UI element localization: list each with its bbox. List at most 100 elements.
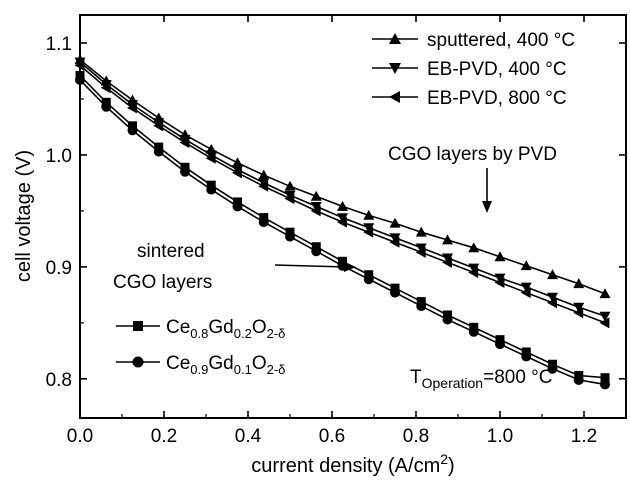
legend-label-ce08: Ce0.8Gd0.2O2-δ [166,317,285,341]
circle-marker [468,326,479,337]
triangle-left-marker [153,120,164,132]
circle-marker [416,301,427,312]
triangle-down-marker [573,302,585,313]
x-tick-label: 0.8 [403,426,429,447]
legend-bottom: Ce0.8Gd0.2O2-δ Ce0.9Gd0.1O2-δ [116,317,285,377]
y-tick-label: 0.8 [46,370,72,391]
triangle-down-marker [389,233,401,244]
triangle-left-marker [363,226,374,238]
circle-marker [180,166,190,177]
legend-top: sputtered, 400 °C EB-PVD, 400 °C EB-PVD,… [372,30,575,109]
triangle-down-marker [599,311,611,322]
circle-marker [258,217,269,228]
triangle-up-marker [520,260,532,271]
triangle-left-marker [127,102,137,114]
triangle-up-marker [599,288,611,299]
triangle-left-marker [494,277,505,289]
triangle-down-marker [363,223,375,234]
annotation-sintered-line2: CGO layers [113,272,212,293]
circle-marker [600,379,610,390]
circle-marker [232,201,243,212]
triangle-down-marker [389,63,401,74]
circle-marker [101,101,112,112]
triangle-up-marker [232,157,243,168]
x-axis-label: current density (A/cm2) [251,451,454,477]
triangle-left-marker [284,193,295,205]
arrow-down-icon [482,201,492,213]
legend-label-ebpvd-400: EB-PVD, 400 °C [427,59,567,80]
circle-marker [547,363,558,374]
triangle-up-marker [284,180,296,191]
legend-label-sputtered: sputtered, 400 °C [427,30,575,51]
legend-label-ce09: Ce0.9Gd0.1O2-δ [166,353,285,377]
triangle-up-marker [337,200,348,211]
annotation-operation-temperature: TOperation=800 °C [410,367,553,391]
x-tick-label: 0.2 [151,426,177,447]
y-tick-label: 1.0 [46,146,72,167]
y-tick-label: 0.9 [46,258,72,279]
triangle-left-marker [389,236,400,248]
circle-marker [206,184,217,195]
legend-item-ce09: Ce0.9Gd0.1O2-δ [116,353,285,377]
y-tick-label: 1.1 [46,34,72,55]
annotation-sintered-arrow [274,264,347,268]
circle-marker [153,146,164,157]
triangle-up-marker [258,169,270,180]
y-axis-label: cell voltage (V) [13,150,35,282]
triangle-left-marker [258,180,269,192]
annotation-pvd: CGO layers by PVD [388,144,557,165]
axis-ticks: 0.0 0.2 0.4 0.6 0.8 1.0 1.2 0.8 0.9 1.0 1.1 [46,15,627,447]
triangle-left-marker [573,307,584,319]
triangle-up-marker [547,269,558,280]
series-3 [75,70,610,383]
series-2 [74,59,610,329]
triangle-down-marker [468,263,480,274]
circle-marker [75,74,85,85]
circle-marker [573,374,584,385]
triangle-down-marker [494,273,506,284]
triangle-left-marker [205,152,216,164]
legend-label-ebpvd-800: EB-PVD, 800 °C [427,88,567,109]
x-tick-label: 0.4 [235,426,262,447]
triangle-left-marker [100,82,111,94]
circle-marker [311,246,322,257]
x-tick-label: 1.0 [487,426,513,447]
triangle-down-marker [547,292,558,303]
triangle-left-marker [389,91,400,103]
triangle-up-marker [415,226,427,237]
circle-marker [495,339,505,350]
series-4 [75,74,610,390]
circle-marker [521,351,532,362]
x-tick-label: 1.2 [571,426,597,447]
legend-item-ebpvd-800: EB-PVD, 800 °C [372,88,567,109]
triangle-left-marker [415,246,426,258]
triangle-up-marker [442,234,453,245]
triangle-down-marker [520,282,532,293]
triangle-left-marker [232,167,242,179]
annotation-sintered-line1: sintered [137,241,205,262]
triangle-up-marker [389,217,401,228]
square-marker [133,321,143,331]
triangle-up-marker [494,251,506,262]
x-tick-label: 0.6 [319,426,345,447]
triangle-left-marker [599,317,610,329]
triangle-left-marker [468,266,479,278]
triangle-up-marker [363,209,375,220]
circle-marker [363,274,374,285]
circle-marker [127,125,138,136]
triangle-left-marker [74,59,85,71]
triangle-up-marker [468,242,480,253]
triangle-left-marker [442,256,452,268]
circle-marker [285,231,295,242]
triangle-up-marker [573,278,585,289]
triangle-down-marker [415,243,427,254]
triangle-up-marker [310,190,322,201]
square-marker [600,373,610,383]
legend-item-ebpvd-400: EB-PVD, 400 °C [372,59,567,80]
triangle-down-marker [337,213,348,224]
arrow-right-icon [344,262,356,272]
triangle-down-marker [442,253,453,264]
series-layer [74,54,611,390]
triangle-left-marker [337,216,347,228]
